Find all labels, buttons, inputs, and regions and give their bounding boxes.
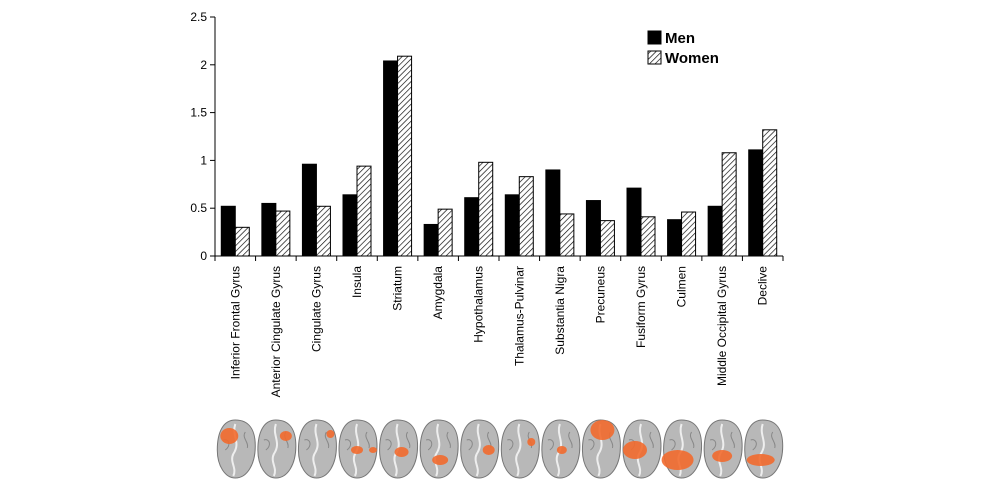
brain-slice-icon — [703, 419, 743, 479]
category-label: Culmen — [675, 266, 689, 307]
bar-women-precuneus — [599, 220, 615, 257]
bar-men-culmen — [667, 219, 683, 257]
category-label: Declive — [756, 266, 770, 306]
category-label: Cingulate Gyrus — [309, 266, 323, 352]
bar-men-cingulate-gyrus — [301, 163, 317, 257]
bar-women-substantia-nigra — [559, 213, 575, 257]
bar-women-amygdala — [437, 208, 453, 257]
brain-slice-icon — [581, 419, 621, 479]
category-label: Striatum — [391, 266, 405, 311]
brain-slice-icon — [257, 419, 297, 479]
category-label: Insula — [350, 266, 364, 298]
legend-label-men: Men — [665, 30, 695, 47]
bar-women-fusiform-gyrus — [640, 216, 656, 257]
bar-men-thalamus-pulvinar — [504, 194, 520, 257]
category-label: Precuneus — [593, 266, 607, 323]
brain-slice-icon — [744, 419, 784, 479]
bar-men-amygdala — [423, 223, 439, 257]
bar-women-striatum — [397, 55, 413, 257]
brain-slice-icon — [500, 419, 540, 479]
category-label: Amygdala — [431, 266, 445, 320]
bar-women-cingulate-gyrus — [315, 205, 331, 257]
bar-women-declive — [762, 129, 778, 257]
brain-slice-icon — [379, 419, 419, 479]
bars — [220, 55, 778, 257]
brain-slice-icon — [338, 419, 378, 479]
bar-women-anterior-cingulate-gyrus — [275, 210, 291, 257]
bar-women-inferior-frontal-gyrus — [234, 226, 250, 257]
y-tick-label: 0 — [200, 249, 207, 263]
brain-slice-icon — [460, 419, 500, 479]
legend-swatch-men — [647, 30, 662, 45]
bar-women-hypothalamus — [478, 161, 494, 257]
category-label: Anterior Cingulate Gyrus — [269, 266, 283, 397]
bar-women-insula — [356, 165, 372, 257]
y-tick-label: 0.5 — [190, 201, 207, 215]
brain-thumbnails — [216, 419, 784, 479]
bar-men-insula — [342, 194, 358, 257]
brain-slice-icon — [661, 419, 703, 479]
bar-women-thalamus-pulvinar — [518, 176, 534, 257]
category-label: Hypothalamus — [472, 266, 486, 343]
y-tick-label: 2.5 — [190, 10, 207, 24]
category-label: Middle Occipital Gyrus — [715, 266, 729, 386]
category-label: Substantia Nigra — [553, 266, 567, 355]
bar-men-precuneus — [585, 200, 601, 257]
bar-men-substantia-nigra — [545, 169, 561, 257]
brain-slice-icon — [622, 419, 662, 479]
bar-women-culmen — [681, 211, 697, 257]
brain-slice-icon — [216, 419, 256, 479]
legend-swatch-women — [647, 50, 662, 65]
brain-slice-icon — [419, 419, 459, 479]
bar-men-striatum — [383, 60, 399, 257]
bar-men-hypothalamus — [464, 197, 480, 257]
category-label: Inferior Frontal Gyrus — [228, 266, 242, 379]
bar-men-fusiform-gyrus — [626, 187, 642, 257]
bar-men-inferior-frontal-gyrus — [220, 205, 236, 257]
bar-men-declive — [748, 149, 764, 257]
y-tick-label: 2 — [200, 58, 207, 72]
brain-slice-icon — [541, 419, 581, 479]
bar-women-middle-occipital-gyrus — [721, 152, 737, 257]
legend-label-women: Women — [665, 50, 719, 67]
brain-slice-icon — [297, 419, 337, 479]
bar-men-middle-occipital-gyrus — [707, 205, 723, 257]
category-label: Thalamus-Pulvinar — [512, 266, 526, 366]
category-labels: Inferior Frontal Gyrus Anterior Cingulate… — [228, 266, 769, 398]
y-tick-label: 1 — [200, 153, 207, 167]
y-tick-label: 1.5 — [190, 106, 207, 120]
legend: Men Women — [647, 30, 719, 67]
bar-men-anterior-cingulate-gyrus — [261, 202, 277, 257]
category-label: Fusiform Gyrus — [634, 266, 648, 348]
